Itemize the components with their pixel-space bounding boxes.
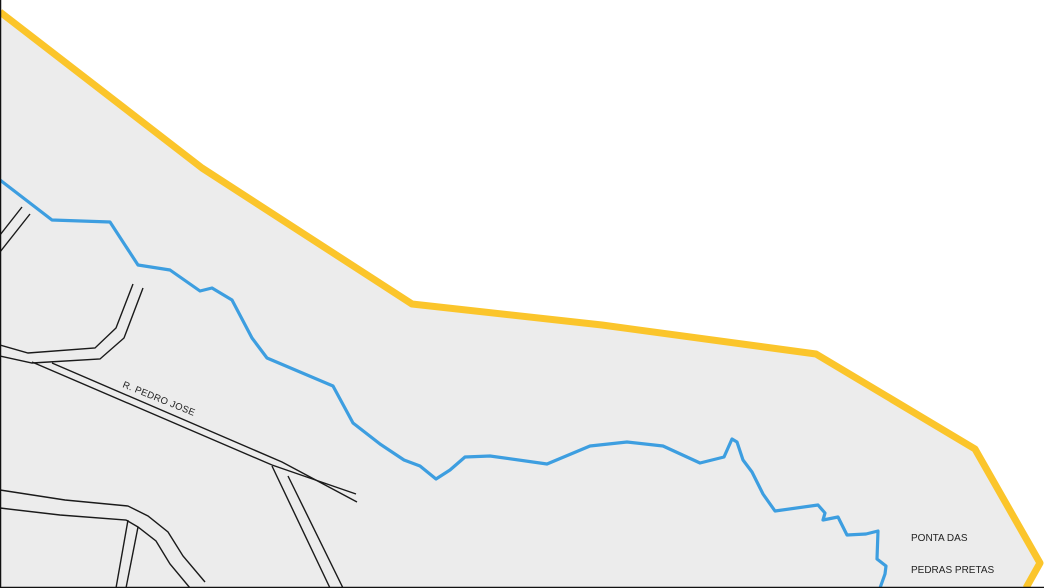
road-segment — [0, 213, 31, 253]
road-segment — [0, 206, 23, 236]
place-label-line1: PONTA DAS — [911, 533, 968, 544]
road-segment — [0, 287, 144, 364]
road-network — [0, 206, 358, 588]
river — [0, 178, 888, 588]
road-segment — [271, 465, 331, 588]
place-label-line2: PEDRAS PRETAS — [911, 565, 994, 576]
municipal-boundary — [0, 9, 1044, 588]
road-segment — [125, 526, 139, 588]
road-segment — [31, 361, 357, 495]
road-segment — [0, 489, 206, 583]
road-segment — [51, 362, 358, 503]
road-segment — [287, 475, 344, 588]
road-segment — [115, 519, 129, 588]
road-segment — [0, 283, 134, 354]
land-area — [0, 12, 1040, 588]
